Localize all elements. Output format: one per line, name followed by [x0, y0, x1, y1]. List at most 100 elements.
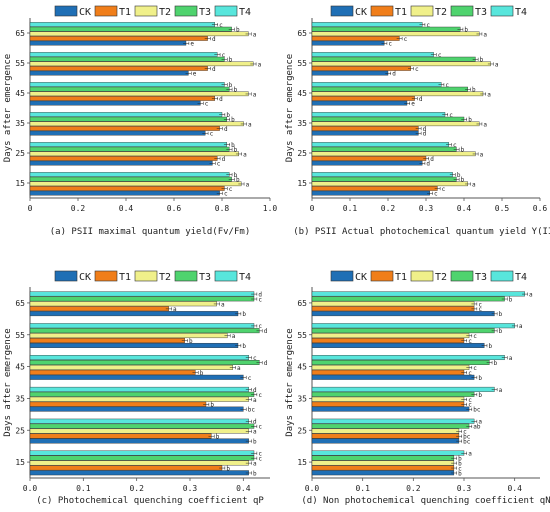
- significance-letter: c: [219, 22, 223, 29]
- legend-swatch-ck: [330, 5, 354, 17]
- bar-t4: [311, 172, 453, 177]
- y-tick-label: 25: [15, 149, 25, 158]
- bar-ck: [29, 100, 201, 106]
- significance-letter: a: [478, 419, 482, 426]
- significance-letter: c: [258, 424, 262, 431]
- legend-swatch-t4: [490, 5, 514, 17]
- bar-t3: [29, 56, 225, 62]
- significance-letter: b: [458, 460, 462, 467]
- x-tick-label: 0.1: [343, 204, 358, 213]
- bar-t1: [29, 96, 216, 101]
- significance-letter: c: [453, 142, 457, 149]
- bar-t3: [29, 146, 230, 152]
- significance-letter: c: [442, 186, 446, 193]
- bar-t2: [311, 151, 476, 157]
- legend: CK T1 T2 T3 T4: [54, 270, 251, 283]
- bar-t1: [311, 36, 400, 41]
- bar-t1: [311, 401, 465, 407]
- significance-letter: c: [468, 338, 472, 345]
- chart-panel-a: CK T1 T2 T3 T40 0.2 0.4 0.6 0.8 1.015ccabb25cdabb…: [3, 5, 277, 237]
- significance-letter: a: [529, 291, 533, 298]
- bar-t3: [311, 423, 470, 429]
- bar-t3: [311, 176, 457, 182]
- bar-t2: [311, 428, 460, 434]
- bar-ck: [29, 190, 220, 196]
- significance-letter: b: [461, 147, 465, 154]
- legend-swatch-t3: [450, 5, 474, 17]
- legend-swatch-t2: [410, 270, 434, 282]
- legend-label-t4: T4: [515, 272, 527, 283]
- y-tick-label: 15: [15, 458, 25, 467]
- significance-letter: d: [219, 96, 223, 103]
- significance-letter: b: [458, 470, 462, 477]
- bar-ck: [29, 70, 189, 76]
- significance-letter: b: [231, 117, 235, 124]
- y-tick-label: 25: [297, 149, 307, 158]
- bar-t1: [29, 126, 220, 131]
- bar-t4: [29, 82, 225, 87]
- significance-letter: c: [258, 392, 262, 399]
- bar-t3: [311, 360, 490, 365]
- legend-swatch-t2: [134, 5, 158, 17]
- legend-swatch-t1: [370, 270, 394, 282]
- significance-letter: b: [458, 455, 462, 462]
- bar-t3: [311, 328, 495, 334]
- bar-t4: [311, 52, 434, 57]
- bar-t4: [29, 142, 228, 147]
- significance-letter: d: [258, 291, 262, 298]
- bar-t4: [29, 450, 255, 456]
- bar-t2: [29, 91, 249, 97]
- bar-t4: [311, 386, 495, 392]
- bar-t4: [29, 172, 230, 177]
- y-tick-label: 55: [297, 59, 307, 68]
- significance-letter: d: [224, 126, 228, 133]
- significance-letter: d: [264, 360, 268, 367]
- bar-t2: [29, 61, 254, 67]
- significance-letter: c: [224, 191, 228, 198]
- significance-letter: a: [232, 333, 236, 340]
- bar-ck: [311, 130, 419, 136]
- legend: CK T1 T2 T3 T4: [330, 270, 527, 283]
- bar-t2: [29, 121, 244, 127]
- significance-letter: a: [253, 397, 257, 404]
- significance-letter: b: [461, 177, 465, 184]
- significance-letter: d: [423, 126, 427, 133]
- bar-t4: [311, 355, 505, 361]
- significance-letter: a: [483, 121, 487, 128]
- bar-t3: [311, 146, 457, 152]
- significance-letter: d: [253, 419, 257, 426]
- significance-letter: a: [483, 31, 487, 38]
- significance-letter: b: [499, 328, 503, 335]
- x-tick-label: 0.4: [507, 484, 522, 493]
- bar-t3: [311, 116, 465, 122]
- bar-t4: [311, 450, 465, 456]
- x-tick-label: 0.2: [71, 204, 86, 213]
- bar-t3: [29, 116, 228, 122]
- bar-t2: [29, 151, 240, 157]
- significance-letter: a: [472, 181, 476, 188]
- significance-letter: b: [253, 470, 257, 477]
- x-tick-label: 0.4: [236, 484, 251, 493]
- significance-letter: b: [472, 87, 476, 94]
- y-tick-label: 35: [297, 119, 307, 128]
- y-axis-label: Days after emergence: [285, 54, 295, 162]
- bar-t4: [29, 386, 249, 392]
- panel-caption: (c) Photochemical quenching coefficient …: [36, 496, 264, 506]
- significance-letter: b: [509, 296, 513, 303]
- significance-letter: bc: [473, 407, 481, 414]
- bar-ck: [311, 100, 408, 106]
- y-tick-label: 25: [297, 426, 307, 435]
- bar-ck: [311, 438, 460, 444]
- significance-letter: a: [495, 61, 499, 68]
- bar-t1: [311, 96, 415, 101]
- panel-caption: (d) Non photochemical quenching coeffici…: [301, 496, 550, 506]
- significance-letter: a: [173, 306, 177, 313]
- y-axis-label: Days after emergence: [3, 54, 13, 162]
- legend-swatch-t2: [410, 5, 434, 17]
- bar-t4: [311, 291, 526, 297]
- significance-letter: a: [253, 31, 257, 38]
- legend-label-ck: CK: [355, 7, 367, 18]
- bar-t1: [311, 306, 475, 312]
- x-tick-label: 0: [310, 204, 315, 213]
- bar-t1: [311, 66, 412, 71]
